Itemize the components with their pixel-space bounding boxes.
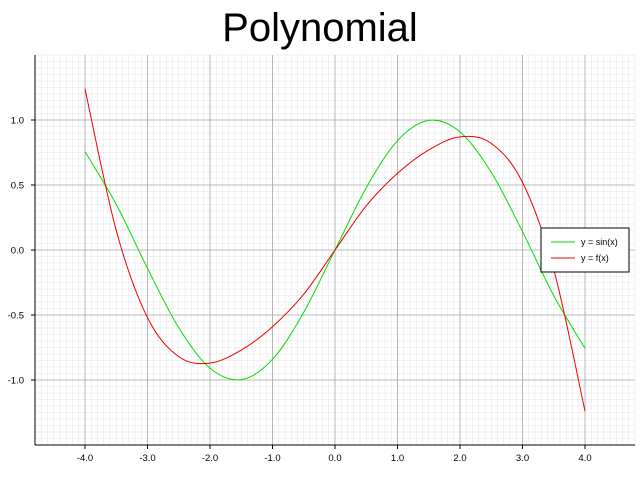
x-tick-label: -2.0 xyxy=(202,453,218,464)
y-tick-label: 0.5 xyxy=(11,181,24,192)
legend-box xyxy=(540,227,630,273)
y-tick-label: -1.0 xyxy=(8,376,24,387)
x-tick-label: 3.0 xyxy=(516,453,529,464)
y-tick-label: 0.0 xyxy=(11,246,24,257)
x-tick-label: 0.0 xyxy=(328,453,341,464)
x-tick-label: 4.0 xyxy=(578,453,591,464)
legend-label: y = f(x) xyxy=(581,253,609,263)
series-line-f xyxy=(84,88,586,412)
x-tick-label: 2.0 xyxy=(453,453,466,464)
y-tick-label: 1.0 xyxy=(11,116,24,127)
x-tick-label: 1.0 xyxy=(391,453,404,464)
x-tick-label: -1.0 xyxy=(264,453,280,464)
chart-title: Polynomial xyxy=(222,6,418,50)
x-tick-label: -4.0 xyxy=(77,453,93,464)
y-tick-label: -0.5 xyxy=(8,311,24,322)
x-tick-label: -3.0 xyxy=(139,453,155,464)
legend-label: y = sin(x) xyxy=(581,237,618,247)
